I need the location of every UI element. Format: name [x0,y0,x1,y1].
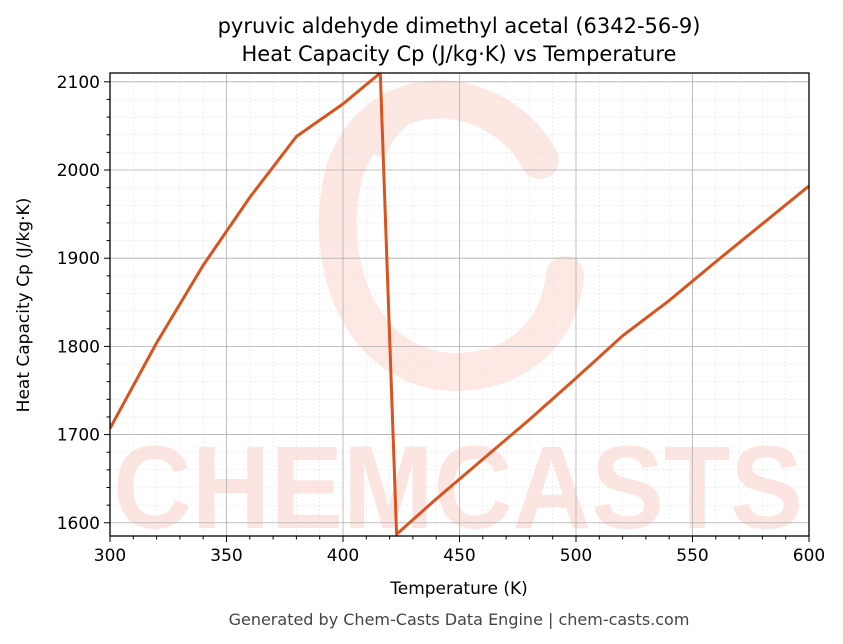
y-tick-label: 2100 [57,73,100,93]
y-axis-label: Heat Capacity Cp (J/kg·K) [14,198,34,413]
chart-title-line2: Heat Capacity Cp (J/kg·K) vs Temperature [242,42,677,66]
x-tick-label: 600 [793,546,825,566]
x-tick-label: 550 [676,546,708,566]
watermark-logo [318,80,584,392]
x-axis-ticks: 300 350 400 450 500 550 600 [94,536,825,566]
x-tick-label: 500 [560,546,592,566]
watermark: CHEMCASTS [113,80,803,554]
x-tick-label: 350 [210,546,242,566]
watermark-text: CHEMCASTS [113,422,803,554]
x-tick-label: 300 [94,546,126,566]
series-line [110,73,809,536]
footer-credit: Generated by Chem-Casts Data Engine | ch… [229,610,690,629]
y-tick-label: 1800 [57,337,100,357]
chart-title-line1: pyruvic aldehyde dimethyl acetal (6342-5… [218,14,701,38]
y-axis-ticks: 1600 1700 1800 1900 2000 2100 [57,73,110,534]
series-layer [110,73,809,536]
x-tick-label: 400 [327,546,359,566]
y-tick-label: 1900 [57,249,100,269]
x-axis-label: Temperature (K) [389,579,528,599]
y-tick-label: 2000 [57,161,100,181]
y-tick-label: 1600 [57,514,100,534]
y-tick-label: 1700 [57,426,100,446]
x-tick-label: 450 [443,546,475,566]
